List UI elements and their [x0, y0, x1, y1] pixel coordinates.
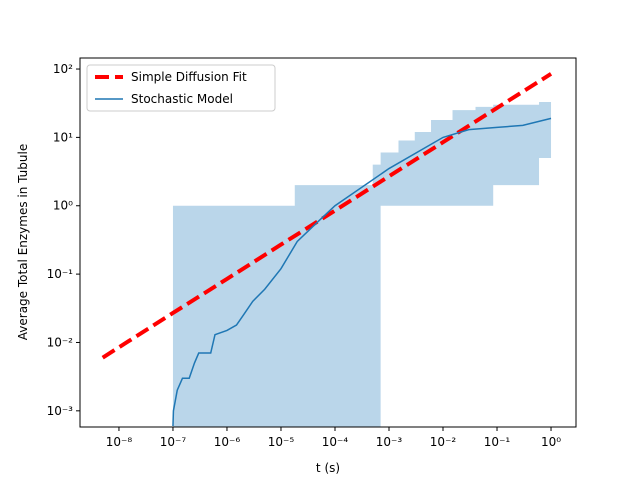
y-tick-label: 10¹	[53, 130, 73, 144]
plot-area	[101, 72, 553, 427]
series-line	[172, 117, 552, 427]
x-tick-label: 10⁻⁶	[214, 435, 241, 449]
series-line	[101, 72, 553, 360]
y-tick-label: 10⁻¹	[47, 267, 74, 281]
x-tick-label: 10⁻⁵	[268, 435, 295, 449]
legend-box	[86, 64, 276, 112]
x-tick-label: 10⁻¹	[484, 435, 511, 449]
y-tick-label: 10²	[53, 62, 73, 76]
y-tick-label: 10⁰	[53, 199, 73, 213]
y-axis-label: Average Total Enzymes in Tubule	[16, 144, 30, 340]
legend-label: Simple Diffusion Fit	[131, 70, 247, 84]
legend: Simple Diffusion Fit Stochastic Model	[86, 64, 276, 112]
x-tick-label: 10⁻²	[430, 435, 457, 449]
legend-label: Stochastic Model	[131, 92, 233, 106]
range-band	[172, 101, 552, 427]
axes-frame	[79, 57, 577, 428]
y-tick-label: 10⁻²	[47, 335, 74, 349]
x-axis-label: t (s)	[316, 461, 340, 475]
x-tick-label: 10⁻³	[376, 435, 403, 449]
x-tick-label: 10⁻⁴	[322, 435, 349, 449]
x-tick-label: 10⁰	[541, 435, 561, 449]
y-tick-label: 10⁻³	[47, 404, 74, 418]
x-tick-label: 10⁻⁷	[160, 435, 187, 449]
x-tick-label: 10⁻⁸	[106, 435, 133, 449]
